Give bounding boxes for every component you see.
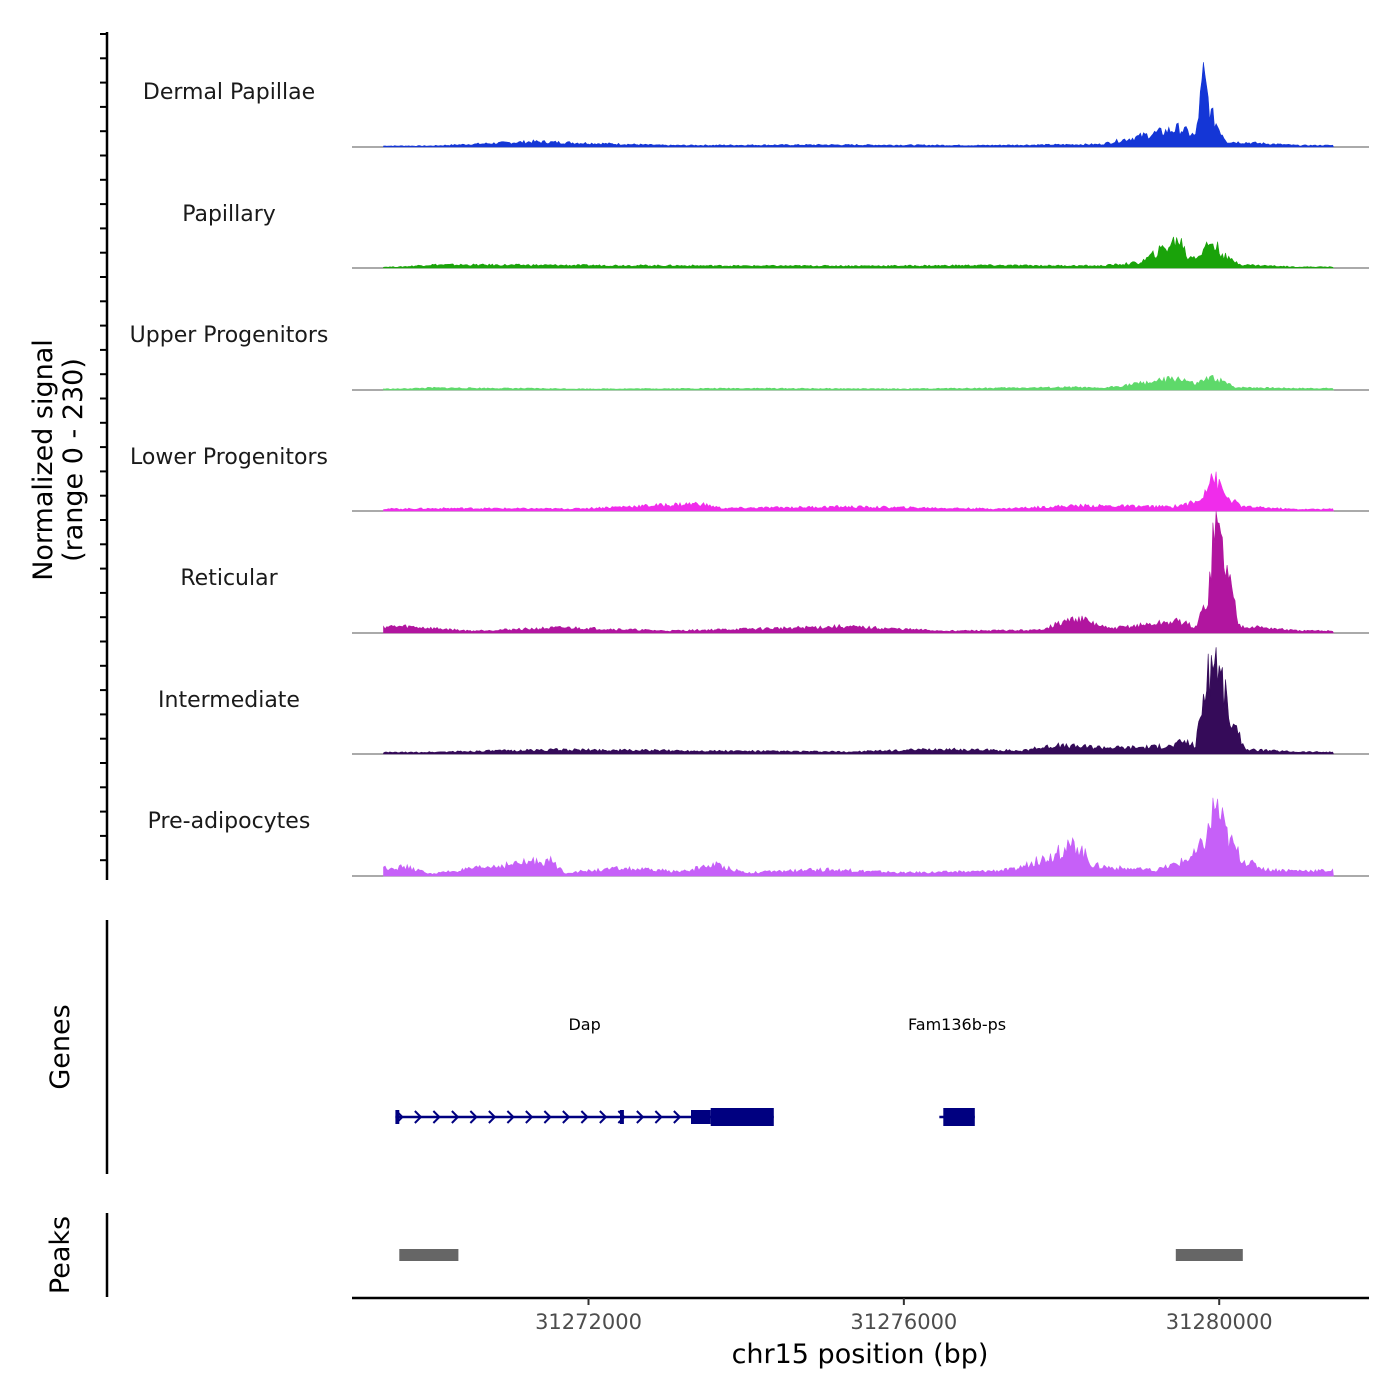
peak-regions xyxy=(399,1249,1243,1261)
gene-strand-arrow xyxy=(506,1110,515,1124)
track-label-lower-progenitors: Lower Progenitors xyxy=(130,445,328,470)
peaks-panel-title: Peaks xyxy=(45,1216,76,1294)
gene-exon-dap xyxy=(691,1110,711,1124)
x-axis-title: chr15 position (bp) xyxy=(732,1339,989,1370)
x-tick-label: 31280000 xyxy=(1166,1310,1273,1334)
track-label-dermal-papillae: Dermal Papillae xyxy=(143,80,315,105)
genes-label: Genes xyxy=(45,1004,76,1089)
peak-region-2 xyxy=(1175,1249,1243,1261)
gene-strand-arrow xyxy=(432,1110,441,1124)
gene-strand-arrow xyxy=(562,1110,571,1124)
signal-y-axis-ticks xyxy=(100,33,107,862)
signal-tracks xyxy=(352,62,1369,877)
gene-label-fam136b-ps: Fam136b-ps xyxy=(908,1015,1006,1034)
coverage-area-reticular xyxy=(383,511,1334,634)
gene-exon-dap xyxy=(620,1110,624,1124)
gene-strand-arrow xyxy=(673,1110,682,1124)
gene-strand-arrow xyxy=(599,1110,608,1124)
coverage-area-pre-adipocytes xyxy=(383,797,1334,877)
track-label-upper-progenitors: Upper Progenitors xyxy=(130,323,329,348)
coverage-area-papillary xyxy=(383,236,1335,269)
genes-panel-title: Genes xyxy=(45,1004,76,1089)
x-axis-ticks: 31272000 31276000 31280000 xyxy=(535,1298,1273,1334)
x-tick-label: 31276000 xyxy=(850,1310,957,1334)
gene-exon-dap xyxy=(710,1108,774,1126)
gene-exon-dap xyxy=(395,1110,400,1124)
track-label-reticular: Reticular xyxy=(180,566,278,591)
gene-strand-arrow xyxy=(488,1110,497,1124)
y-axis-title: Normalized signal (range 0 - 230) xyxy=(28,339,89,581)
gene-strand-arrow xyxy=(451,1110,460,1124)
coverage-area-upper-progenitors xyxy=(383,375,1334,391)
gene-strand-arrow xyxy=(469,1110,478,1124)
gene-exon-fam136b-ps xyxy=(943,1108,975,1126)
track-label-papillary: Papillary xyxy=(182,202,276,227)
y-axis-title-line2: (range 0 - 230) xyxy=(58,358,89,562)
gene-strand-arrow xyxy=(414,1110,423,1124)
peaks-label: Peaks xyxy=(45,1216,76,1294)
coverage-area-lower-progenitors xyxy=(383,471,1334,512)
coverage-area-intermediate xyxy=(383,647,1334,755)
gene-strand-arrow xyxy=(543,1110,552,1124)
gene-strand-arrow xyxy=(580,1110,589,1124)
x-tick-label: 31272000 xyxy=(535,1310,642,1334)
peak-region-1 xyxy=(399,1249,459,1261)
gene-strand-arrow xyxy=(525,1110,534,1124)
y-axis-title-line1: Normalized signal xyxy=(28,339,59,581)
coverage-area-dermal-papillae xyxy=(383,62,1334,148)
track-label-intermediate: Intermediate xyxy=(158,688,300,713)
gene-label-dap: Dap xyxy=(568,1015,600,1034)
gene-annotations xyxy=(395,1108,975,1126)
gene-strand-arrow xyxy=(636,1110,645,1124)
gene-strand-arrow xyxy=(654,1110,663,1124)
track-label-pre-adipocytes: Pre-adipocytes xyxy=(148,809,311,834)
